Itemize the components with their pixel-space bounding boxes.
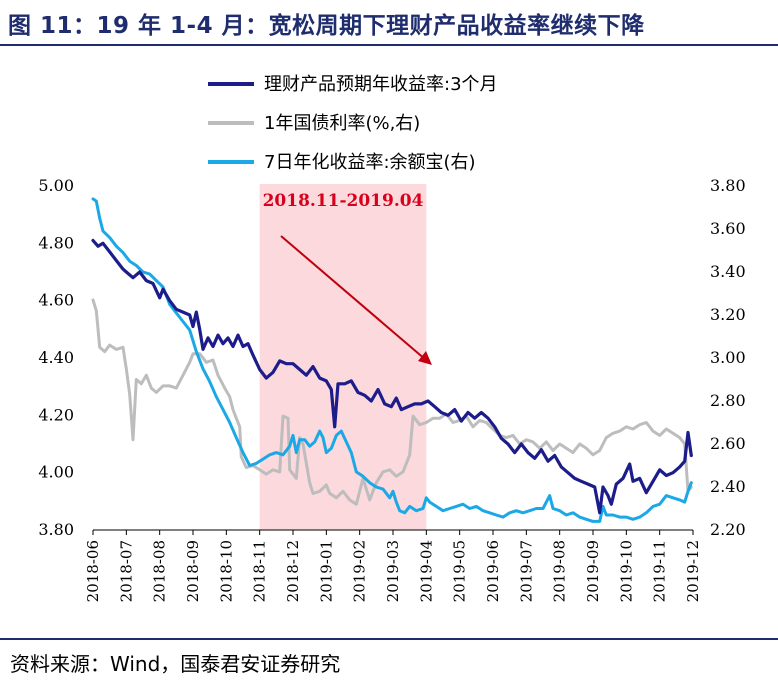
trend-arrow-shaft (280, 235, 427, 361)
x-tick-label: 2018-06 (84, 540, 102, 602)
y-right-tick-label: 2.60 (710, 434, 746, 453)
y-left-tick-label: 3.80 (38, 520, 74, 539)
title-rule (0, 44, 778, 46)
series-layer (91, 197, 693, 523)
x-tick-label: 2019-12 (684, 540, 702, 602)
shaded-period-label: 2018.11-2019.04 (263, 191, 424, 211)
figure-title: 图 11：19 年 1-4 月：宽松周期下理财产品收益率继续下降 (8, 13, 645, 39)
shaded-period-rect (259, 184, 427, 530)
y-right-tick-label: 3.20 (710, 305, 746, 324)
annotation-layer (280, 235, 432, 365)
source-note: 资料来源：Wind，国泰君安证券研究 (10, 652, 341, 676)
x-tick-label: 2019-06 (484, 540, 502, 602)
x-tick-label: 2019-03 (384, 540, 402, 602)
x-tick-label: 2018-12 (284, 540, 302, 602)
y-right-tick-label: 3.00 (710, 348, 746, 367)
y-right-tick-label: 2.20 (710, 520, 746, 539)
legend-label-2: 7日年化收益率:余额宝(右) (264, 152, 476, 173)
y-right-tick-label: 2.80 (710, 391, 746, 410)
x-tick-label: 2019-07 (517, 540, 535, 602)
y-left-tick-label: 4.00 (38, 463, 74, 482)
x-tick-label: 2019-09 (584, 540, 602, 602)
x-tick-label: 2019-11 (651, 540, 669, 602)
x-tick-label: 2019-08 (551, 540, 569, 602)
series-line-0 (91, 238, 693, 515)
y-right-tick-label: 3.60 (710, 219, 746, 238)
x-tick-label: 2019-05 (451, 540, 469, 602)
legend-label-0: 理财产品预期年收益率:3个月 (264, 74, 498, 95)
shaded-region-layer: 2018.11-2019.04 (259, 184, 427, 530)
line-chart: 2018.11-2019.04 5.00 4.80 4.60 4.40 4.20 4.00… (38, 74, 745, 602)
y-left-tick-label: 4.60 (38, 291, 74, 310)
footer-rule (0, 638, 778, 640)
y-right-tick-label: 3.40 (710, 262, 746, 281)
y-left-tick-label: 5.00 (38, 176, 74, 195)
y-right-tick-label: 3.80 (710, 176, 746, 195)
x-tick-label: 2018-08 (151, 540, 169, 602)
x-tick-label: 2019-02 (351, 540, 369, 602)
x-tick-label: 2018-10 (217, 540, 235, 602)
series-line-2 (91, 197, 693, 523)
legend: 理财产品预期年收益率:3个月 1年国债利率(%,右) 7日年化收益率:余额宝(右) (208, 74, 498, 173)
x-tick-label: 2019-04 (417, 540, 435, 602)
legend-label-1: 1年国债利率(%,右) (264, 113, 420, 134)
trend-arrow-head (418, 351, 432, 365)
x-tick-label: 2019-10 (617, 540, 635, 602)
y-left-tick-label: 4.20 (38, 405, 74, 424)
series-line-1 (91, 298, 693, 506)
x-tick-label: 2019-01 (317, 540, 335, 602)
y-left-tick-label: 4.80 (38, 233, 74, 252)
x-tick-label: 2018-07 (117, 540, 135, 602)
y-right-tick-label: 2.40 (710, 477, 746, 496)
y-left-tick-label: 4.40 (38, 348, 74, 367)
x-tick-label: 2018-09 (184, 540, 202, 602)
x-tick-label: 2018-11 (251, 540, 269, 602)
axis-layer: 5.00 4.80 4.60 4.40 4.20 4.00 3.80 3.80 3.60 3.40… (38, 176, 745, 602)
